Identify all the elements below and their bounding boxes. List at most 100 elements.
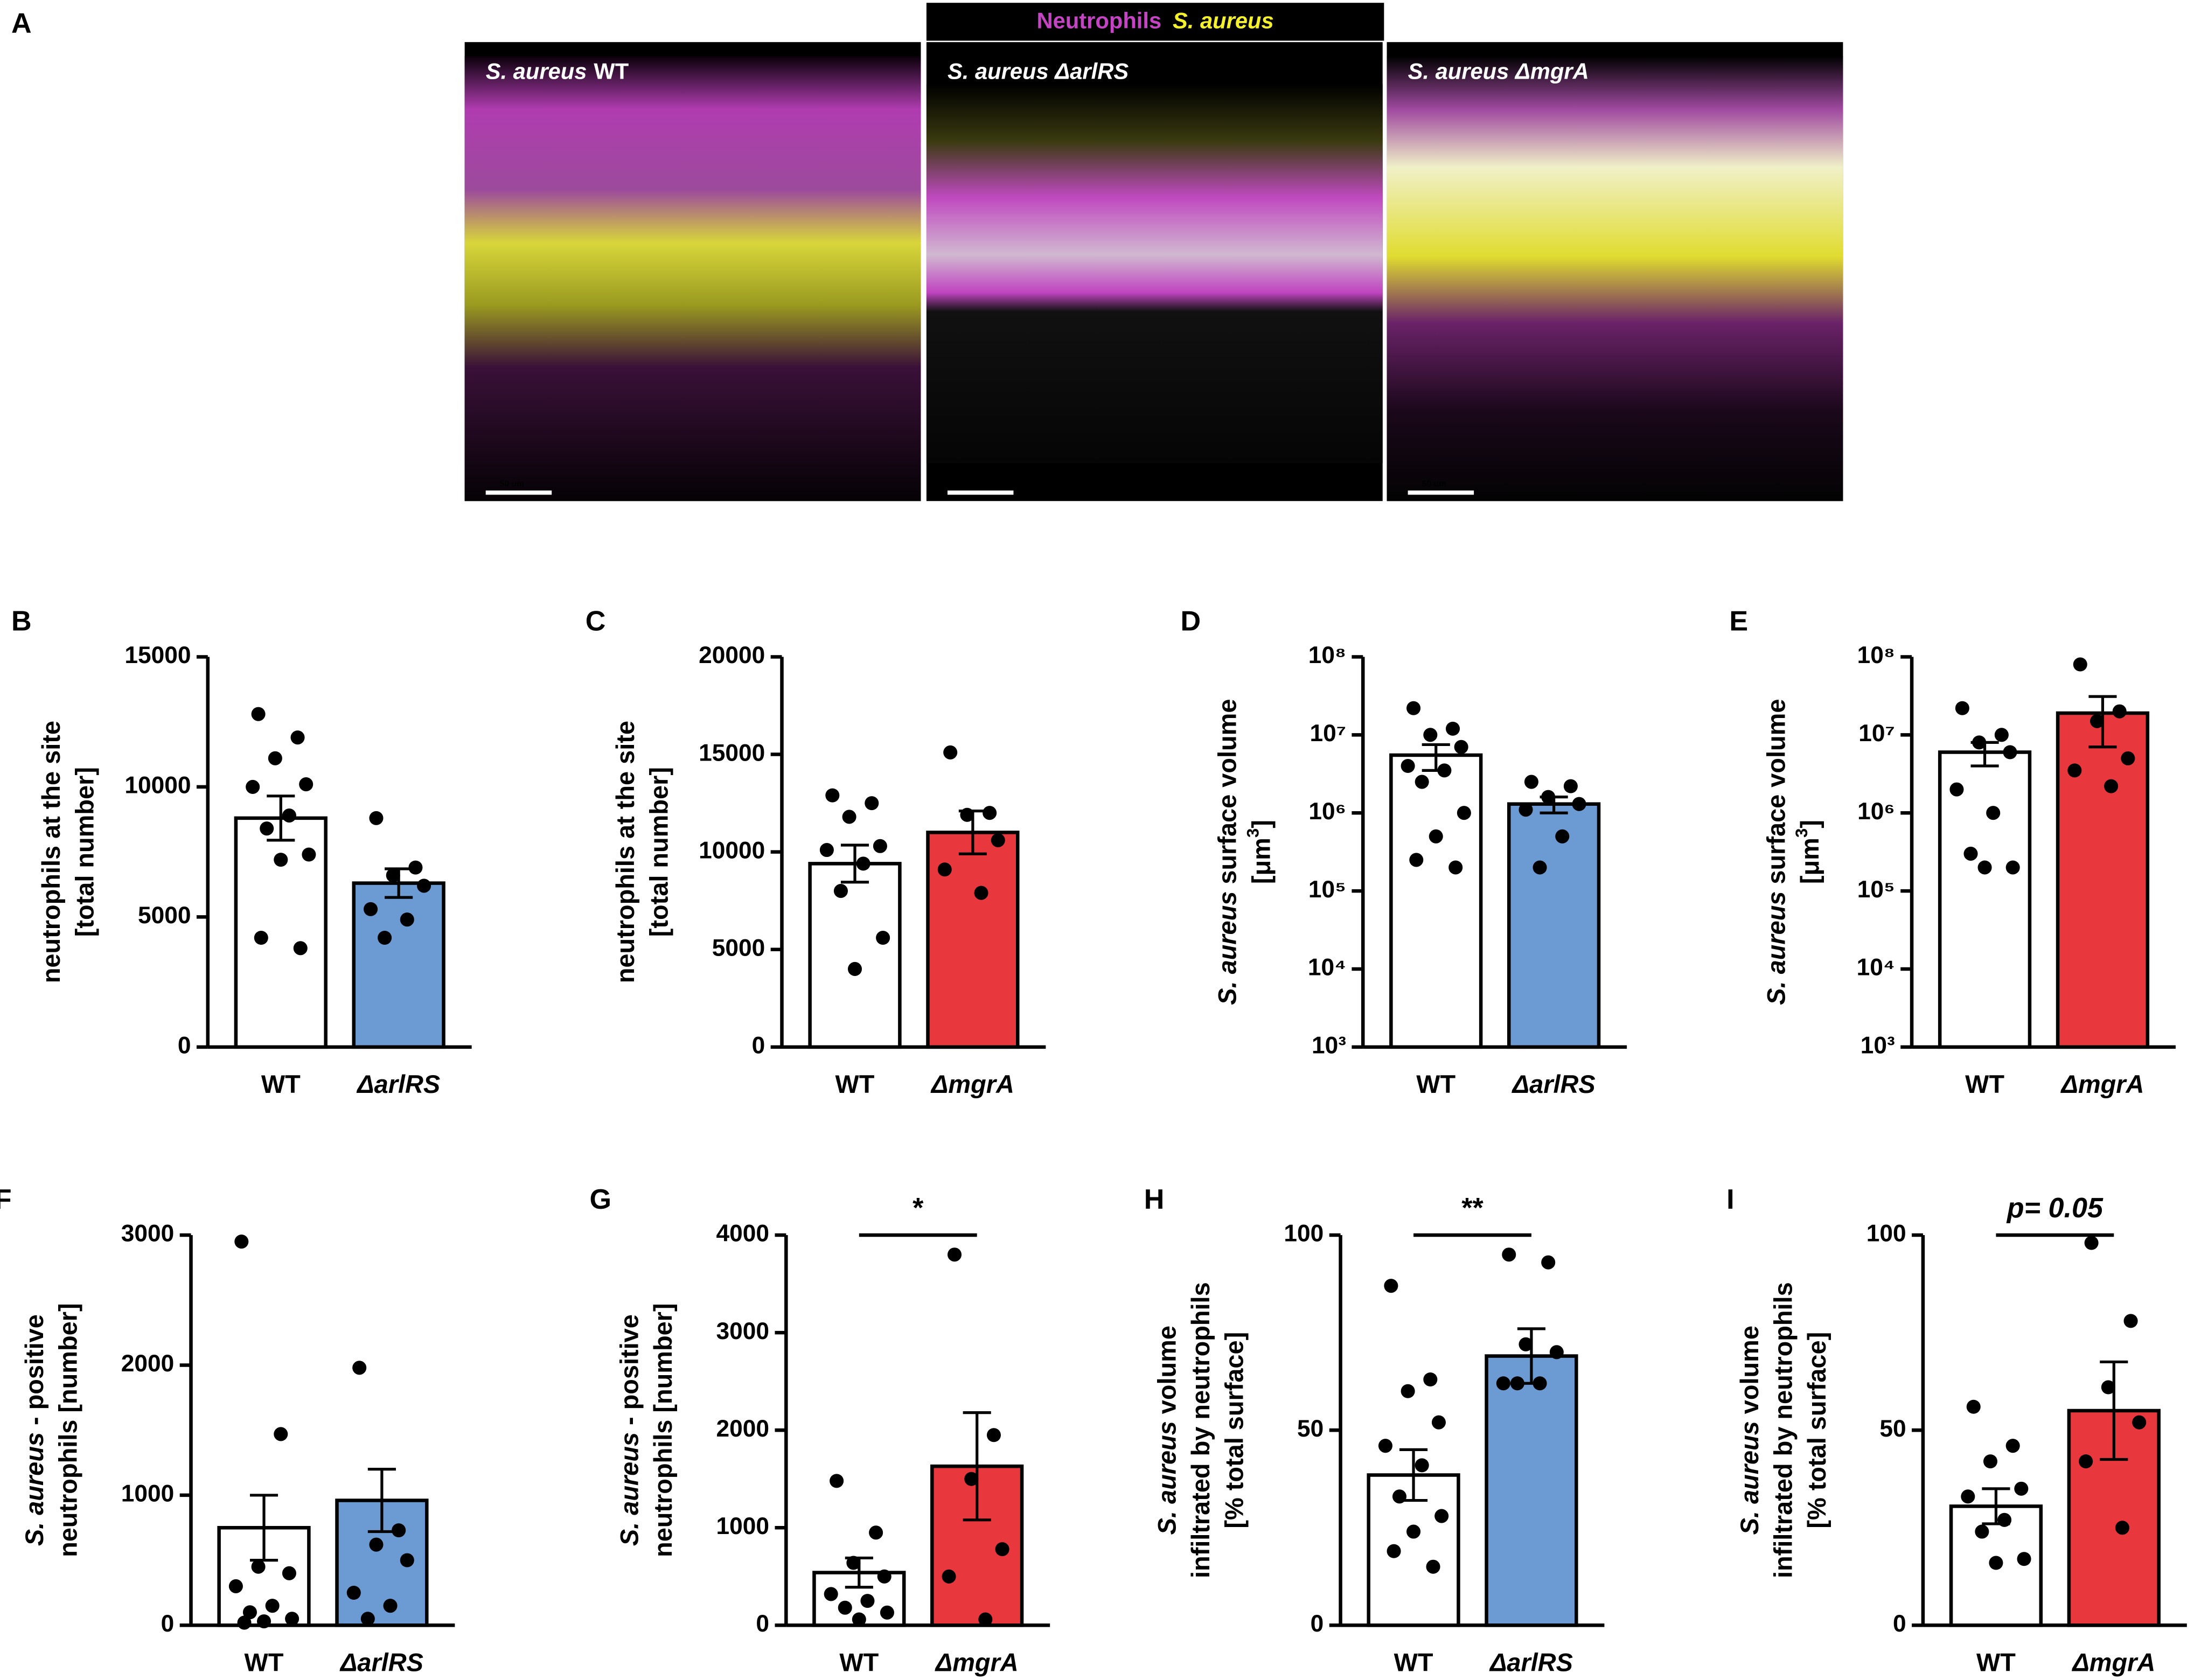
data-point (1955, 701, 1969, 715)
bar (1389, 753, 1483, 1049)
y-axis-label-part: neutrophils [number] (650, 1303, 678, 1557)
y-tick-label: 1000 (121, 1481, 175, 1507)
y-tick-label: 15000 (124, 642, 191, 668)
data-point (282, 808, 296, 823)
y-tick-label: 10⁴ (1308, 954, 1346, 981)
data-point (1454, 740, 1468, 754)
y-tick-label: 20000 (699, 642, 765, 668)
legend-entry: S. aureus (1173, 8, 1274, 33)
data-point (1949, 782, 1964, 797)
data-point (1975, 1524, 1989, 1539)
y-axis-label: S. aureus - positive (20, 1314, 48, 1546)
error-bar (367, 1468, 396, 1533)
data-point (392, 1523, 406, 1538)
y-axis-label: [% total surface] (1803, 1332, 1831, 1529)
y-axis-label: S. aureus volume (1153, 1326, 1181, 1535)
x-tick-label: ΔarlRS (339, 1649, 423, 1677)
data-point (2073, 657, 2087, 672)
data-point (1963, 846, 1978, 861)
data-point (1457, 806, 1471, 820)
data-point (1502, 1247, 1516, 1262)
y-axis-label-part: [μm (1796, 838, 1824, 884)
significance: * (913, 1193, 924, 1224)
y-tick-label: 10⁵ (1857, 876, 1895, 903)
y-tick-label: 10⁴ (1857, 954, 1895, 981)
data-point (360, 1612, 375, 1626)
data-point (856, 856, 870, 871)
data-point (1409, 853, 1424, 867)
panel-label: F (0, 1184, 12, 1215)
y-axis-label: infiltrated by neutrophils (1770, 1282, 1798, 1578)
data-point (1387, 1544, 1401, 1558)
y-axis-label-part: S. aureus (1153, 1421, 1181, 1535)
x-tick-label: WT (261, 1070, 301, 1098)
data-point (995, 1542, 1009, 1557)
data-point (877, 1569, 891, 1584)
y-axis-label-part: infiltrated by neutrophils (1187, 1282, 1215, 1578)
data-point (960, 807, 974, 822)
bar (1507, 802, 1601, 1049)
data-point (386, 868, 400, 883)
scale-label: 50 um (500, 479, 524, 489)
x-tick-label: ΔmgrA (930, 1070, 1014, 1098)
y-axis-label: [μm3] (1243, 820, 1276, 884)
data-point (400, 1553, 414, 1567)
error-bar (2100, 1360, 2128, 1461)
data-point (1401, 758, 1415, 773)
y-axis-label-part: [% total surface] (1803, 1332, 1831, 1529)
y-tick-label: 0 (752, 1033, 765, 1059)
data-point (2121, 751, 2135, 765)
y-tick-label: 15000 (699, 740, 765, 766)
data-point (942, 1569, 956, 1584)
data-point (268, 751, 282, 765)
data-point (1445, 721, 1460, 736)
x-tick-label: WT (835, 1070, 875, 1098)
y-tick-label: 10⁶ (1857, 798, 1895, 825)
data-point (242, 1605, 257, 1620)
microscopy-signal (1387, 56, 1843, 501)
data-point (1510, 1376, 1524, 1391)
data-point (274, 853, 288, 867)
y-axis-label-part: volume (1153, 1326, 1181, 1421)
data-point (833, 884, 848, 898)
data-point (1572, 797, 1586, 811)
x-tick-label: WT (1965, 1070, 2004, 1098)
panel-label: D (1181, 606, 1201, 637)
bar (808, 862, 902, 1049)
legend-entry: Neutrophils (1037, 8, 1162, 33)
data-point (983, 806, 997, 820)
bar (1485, 1354, 1578, 1627)
y-axis-label-part: S. aureus (1763, 891, 1791, 1005)
data-point (2115, 1521, 2129, 1535)
data-point (1426, 1559, 1440, 1574)
y-tick-label: 10⁶ (1308, 798, 1346, 825)
y-axis-label-part: ] (1248, 820, 1276, 828)
data-point (869, 1525, 883, 1540)
data-point (943, 745, 958, 759)
bar (2056, 711, 2150, 1049)
data-point (1406, 1524, 1421, 1539)
y-tick-label: 10000 (699, 837, 765, 863)
legend-box (926, 3, 1384, 41)
y-axis-label: neutrophils at the site (611, 721, 639, 983)
data-point (1392, 1489, 1407, 1504)
y-axis-label: neutrophils [number] (650, 1303, 678, 1557)
data-point (1989, 1556, 2003, 1570)
y-tick-label: 10³ (1312, 1033, 1346, 1059)
y-tick-label: 4000 (716, 1221, 770, 1247)
bar (1938, 750, 2032, 1049)
significance: ** (1461, 1193, 1483, 1224)
data-point (1966, 1399, 1981, 1414)
y-tick-label: 10³ (1861, 1033, 1895, 1059)
x-tick-label: WT (1976, 1649, 2016, 1677)
y-axis-label-part: [total number] (71, 767, 99, 937)
y-tick-label: 50 (1297, 1416, 1324, 1442)
x-tick-label: ΔmgrA (2060, 1070, 2144, 1098)
y-tick-label: 10⁸ (1308, 642, 1346, 668)
data-point (1533, 1376, 1547, 1391)
data-point (2112, 704, 2127, 719)
data-point (346, 1585, 361, 1600)
y-axis-label-part: 3 (1243, 828, 1262, 838)
y-tick-label: 50 (1879, 1416, 1906, 1442)
